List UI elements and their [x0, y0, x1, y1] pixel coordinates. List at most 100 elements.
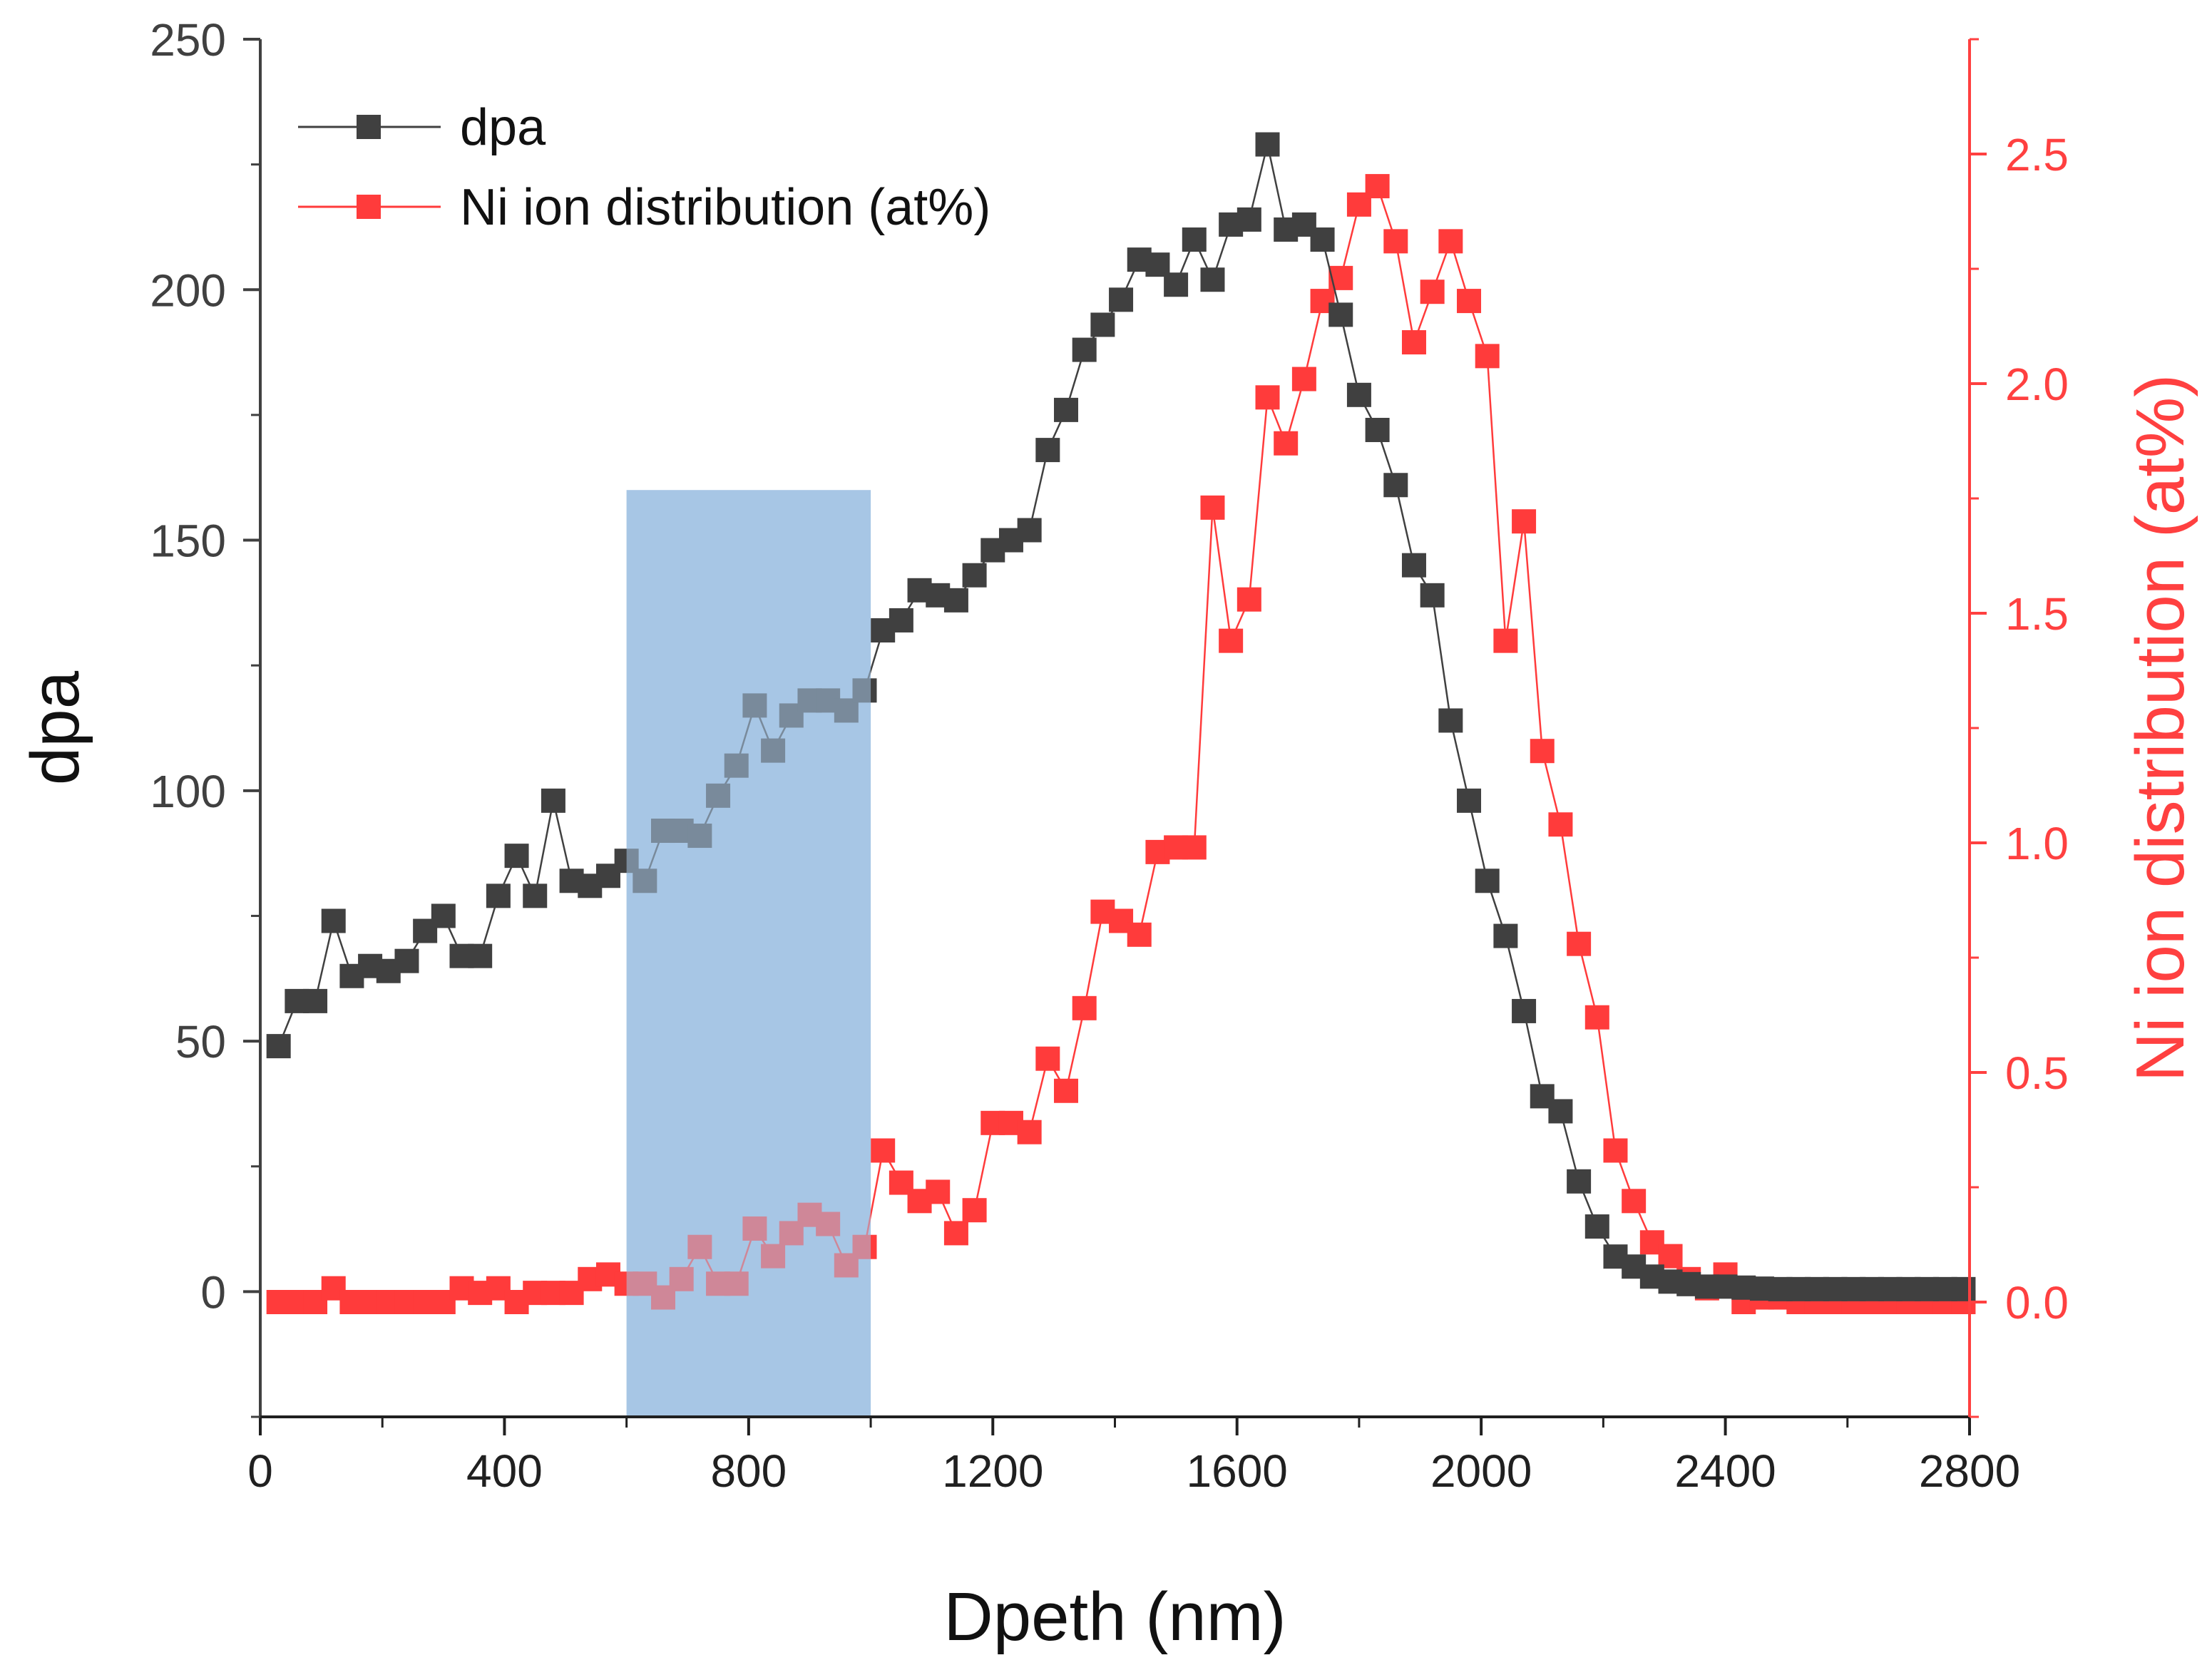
- data-point: [1219, 628, 1244, 653]
- data-point: [943, 588, 968, 613]
- data-point: [1072, 995, 1097, 1020]
- y-tick-label: 150: [150, 516, 226, 567]
- data-point: [1420, 583, 1445, 608]
- data-point: [1383, 229, 1408, 254]
- data-point: [1584, 1214, 1609, 1239]
- legend-item-ni-ion: Ni ion distribution (at%): [298, 179, 990, 236]
- data-point: [1090, 312, 1115, 337]
- data-point: [1383, 473, 1408, 498]
- x-tick-label: 0: [247, 1445, 273, 1497]
- y2-tick-label: 0.5: [2005, 1047, 2069, 1099]
- data-point: [1328, 302, 1353, 327]
- x-tick-label: 1200: [942, 1445, 1043, 1497]
- data-point: [394, 948, 419, 973]
- x-axis-title: Dpeth (nm): [943, 1579, 1286, 1655]
- data-point: [926, 1179, 951, 1204]
- data-point: [871, 1138, 896, 1163]
- x-tick-label: 2400: [1674, 1445, 1776, 1497]
- data-point: [1346, 382, 1371, 407]
- data-point: [1310, 227, 1335, 252]
- data-point: [1035, 1046, 1060, 1071]
- x-tick-label: 400: [466, 1445, 543, 1497]
- y2-tick-label: 2.5: [2005, 129, 2069, 180]
- data-point: [1054, 397, 1079, 422]
- data-point: [1603, 1138, 1628, 1163]
- y-tick-label: 100: [150, 766, 226, 817]
- data-point: [321, 908, 346, 933]
- data-point: [1072, 337, 1097, 362]
- legend-label: dpa: [460, 99, 546, 156]
- data-point: [1274, 431, 1299, 456]
- y2-tick-label: 2.0: [2005, 359, 2069, 410]
- data-point: [1493, 628, 1518, 653]
- y-tick-label: 0: [200, 1266, 226, 1318]
- data-point: [1567, 1169, 1592, 1194]
- data-point: [1401, 553, 1426, 578]
- legend-item-dpa: dpa: [298, 99, 546, 156]
- data-point: [486, 883, 511, 908]
- data-point: [889, 608, 913, 632]
- data-point: [1182, 227, 1207, 252]
- data-point: [1548, 1099, 1573, 1124]
- data-point: [1291, 367, 1316, 391]
- data-point: [266, 1034, 291, 1059]
- y2-axis-title: Ni ion distribution (at%): [2122, 374, 2198, 1082]
- data-point: [1548, 812, 1573, 837]
- y2-tick-label: 1.0: [2005, 818, 2069, 869]
- data-point: [1530, 739, 1555, 764]
- data-point: [303, 988, 328, 1013]
- legend-marker: [357, 115, 381, 139]
- data-point: [1420, 280, 1445, 304]
- data-point: [962, 1198, 987, 1223]
- y-tick-label: 200: [150, 265, 226, 316]
- x-tick-label: 800: [710, 1445, 787, 1497]
- data-point: [1457, 788, 1482, 813]
- data-point: [468, 943, 493, 968]
- data-point: [1365, 174, 1390, 199]
- data-point: [1017, 518, 1042, 543]
- data-point: [1255, 132, 1280, 157]
- data-point: [1584, 1005, 1609, 1030]
- data-point: [1401, 330, 1426, 355]
- axes: 0 400 800 1200 1600 2000 2400 2800 0 50 100 150 200 2…: [17, 14, 2198, 1655]
- data-point: [1365, 417, 1390, 442]
- data-point: [1164, 272, 1189, 297]
- data-point: [1255, 385, 1280, 410]
- data-point: [1567, 931, 1592, 956]
- data-point: [1017, 1120, 1042, 1144]
- data-point: [1236, 207, 1261, 232]
- x-tick-label: 2000: [1430, 1445, 1532, 1497]
- data-point: [1182, 835, 1207, 860]
- x-tick-label: 1600: [1187, 1445, 1288, 1497]
- data-point: [1475, 869, 1500, 893]
- legend-label: Ni ion distribution (at%): [460, 179, 990, 236]
- y-axis-title: dpa: [17, 670, 93, 785]
- data-point: [1035, 438, 1060, 463]
- y-tick-label: 250: [150, 14, 226, 66]
- plot-area: [266, 132, 1976, 1417]
- data-point: [1200, 267, 1225, 292]
- y2-tick-label: 1.5: [2005, 588, 2069, 640]
- data-point: [1622, 1189, 1647, 1214]
- data-point: [1200, 495, 1225, 520]
- x-tick-label: 2800: [1919, 1445, 2020, 1497]
- data-point: [962, 563, 987, 588]
- data-point: [1236, 587, 1261, 612]
- data-point: [431, 903, 456, 928]
- legend-marker: [357, 195, 381, 219]
- data-point: [1438, 229, 1463, 254]
- data-point: [1457, 289, 1482, 314]
- data-point: [1127, 922, 1152, 947]
- data-point: [1438, 708, 1463, 733]
- data-point: [1054, 1078, 1079, 1103]
- data-point: [1109, 287, 1134, 312]
- y-tick-label: 50: [175, 1016, 226, 1067]
- data-point: [943, 1221, 968, 1246]
- data-point: [541, 788, 565, 813]
- data-point: [1512, 509, 1537, 534]
- data-point: [523, 883, 548, 908]
- data-point: [1658, 1244, 1683, 1269]
- highlight-overlay: [626, 490, 871, 1417]
